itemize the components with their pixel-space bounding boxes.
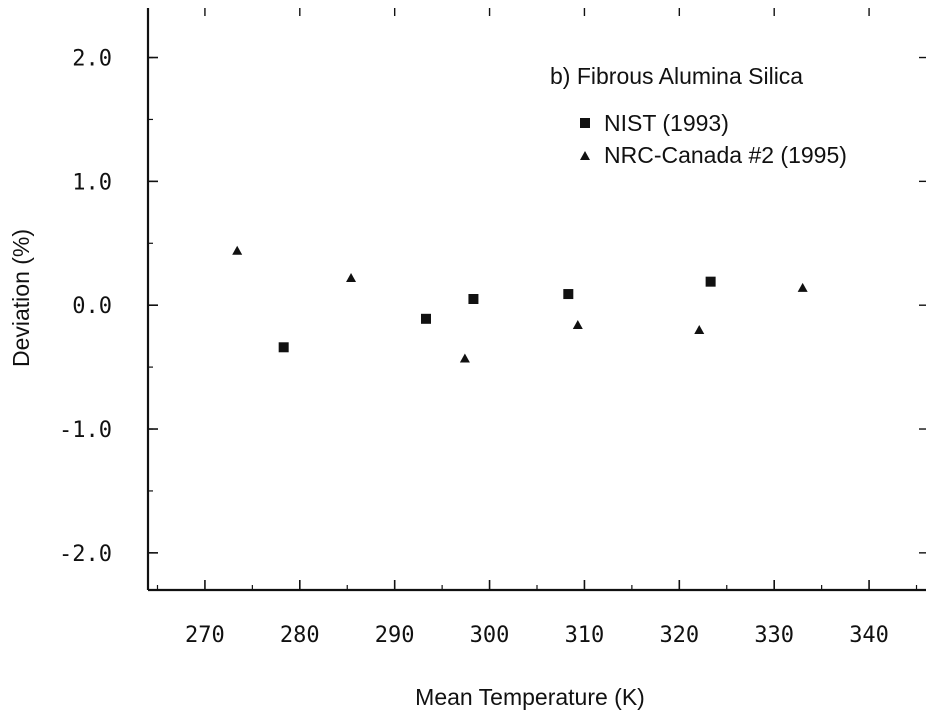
y-tick-label: 0.0 (72, 294, 112, 319)
data-points (232, 245, 808, 363)
x-tick-label: 310 (565, 623, 605, 648)
nist-point (278, 342, 289, 353)
panel-annotation: b) Fibrous Alumina Silica (550, 63, 803, 89)
x-tick-label: 280 (280, 623, 320, 648)
nrc-canada-point (346, 272, 357, 282)
x-tick-label: 340 (849, 623, 889, 648)
x-tick-label: 290 (375, 623, 415, 648)
axis-ticks (148, 8, 926, 590)
y-tick-label: -2.0 (59, 542, 112, 567)
x-tick-label: 320 (659, 623, 699, 648)
nrc-canada-point (694, 324, 705, 334)
x-tick-label: 300 (470, 623, 510, 648)
legend-label-nist: NIST (1993) (604, 110, 729, 136)
nist-point (420, 313, 431, 324)
x-tick-label: 330 (754, 623, 794, 648)
x-axis-title: Mean Temperature (K) (415, 684, 645, 710)
nist-point (468, 294, 479, 304)
y-tick-label: 1.0 (72, 170, 112, 195)
nist-point (563, 289, 574, 300)
y-tick-label: -1.0 (59, 418, 112, 443)
plot-axes (146, 8, 926, 592)
tick-labels: 270 280 290 300 310 320 330 340 2.0 1.0 0.0 -1.0 -2.… (59, 47, 889, 648)
nrc-canada-point (797, 282, 808, 292)
y-axis-title: Deviation (%) (8, 229, 34, 367)
y-tick-label: 2.0 (72, 47, 112, 72)
nrc-canada-point (572, 320, 583, 330)
nist-point (705, 276, 716, 287)
nrc-canada-point (459, 353, 470, 363)
legend-marker-nist (580, 118, 590, 128)
x-tick-label: 270 (185, 623, 225, 648)
nrc-canada-point (232, 245, 243, 255)
legend-label-nrc: NRC-Canada #2 (1995) (604, 142, 847, 168)
legend: NIST (1993) NRC-Canada #2 (1995) (580, 110, 847, 168)
legend-marker-nrc (580, 151, 590, 160)
